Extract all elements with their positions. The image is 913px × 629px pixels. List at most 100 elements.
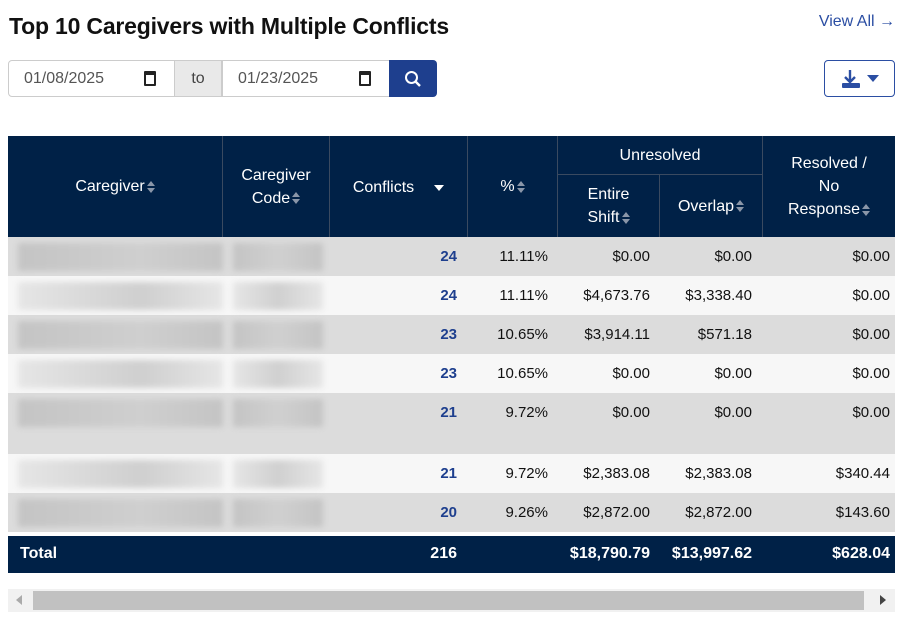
header-label: Resolved / No Response [787, 155, 867, 218]
entire-shift-cell: $0.00 [612, 365, 650, 382]
header-label: Overlap [677, 197, 735, 215]
total-conflicts: 216 [430, 545, 457, 562]
col-caregiver-code[interactable]: Caregiver Code [223, 136, 330, 237]
caret-down-icon [866, 74, 879, 82]
overlap-cell: $2,872.00 [685, 504, 752, 521]
conflicts-table: Caregiver Caregiver Code Conflicts % Unr… [8, 136, 895, 573]
overlap-cell: $571.18 [697, 326, 752, 343]
col-group-unresolved: Unresolved [558, 136, 763, 175]
conflicts-link[interactable]: 24 [440, 287, 457, 304]
table-row: 20 9.26% $2,872.00 $2,872.00 $143.60 [8, 493, 895, 532]
caregiver-code-redacted [233, 243, 323, 271]
conflicts-link[interactable]: 21 [440, 465, 457, 482]
conflicts-link[interactable]: 23 [440, 326, 457, 343]
resolved-cell: $0.00 [852, 365, 890, 382]
from-date-value: 01/08/2025 [24, 69, 105, 87]
calendar-icon[interactable] [359, 71, 371, 86]
sort-icon [862, 203, 871, 216]
col-entire-shift[interactable]: Entire Shift [558, 175, 660, 237]
header-label: Caregiver [75, 178, 145, 195]
overlap-cell: $3,338.40 [685, 287, 752, 304]
col-conflicts[interactable]: Conflicts [330, 136, 468, 237]
caregiver-name-redacted [18, 399, 223, 427]
caregiver-name-redacted [18, 499, 223, 527]
total-label: Total [20, 545, 58, 562]
download-icon [841, 69, 860, 88]
table-row: 23 10.65% $0.00 $0.00 $0.00 [8, 354, 895, 393]
caregiver-name-redacted [18, 243, 223, 271]
entire-shift-cell: $4,673.76 [583, 287, 650, 304]
percent-cell: 11.11% [499, 287, 548, 304]
percent-cell: 11.11% [499, 248, 548, 265]
scrollbar-thumb[interactable] [33, 591, 864, 610]
resolved-cell: $340.44 [835, 465, 890, 482]
sort-icon [516, 180, 525, 193]
header-label: Caregiver Code [241, 166, 311, 207]
total-resolved: $628.04 [832, 545, 890, 562]
scroll-right-icon[interactable] [880, 595, 886, 605]
view-all-link[interactable]: View All → [818, 13, 895, 30]
header-label: Entire Shift [587, 186, 630, 226]
search-icon [405, 70, 421, 87]
entire-shift-cell: $2,383.08 [583, 465, 650, 482]
resolved-cell: $0.00 [852, 326, 890, 343]
entire-shift-cell: $0.00 [612, 404, 650, 421]
to-label: to [174, 60, 222, 97]
caregiver-code-redacted [233, 360, 323, 388]
caregiver-name-redacted [18, 321, 223, 349]
sort-icon [146, 180, 155, 193]
table-row: 21 9.72% $2,383.08 $2,383.08 $340.44 [8, 454, 895, 493]
percent-cell: 9.26% [505, 504, 548, 521]
overlap-cell: $0.00 [714, 404, 752, 421]
caregiver-name-redacted [18, 360, 223, 388]
sort-icon [736, 200, 745, 213]
conflicts-link[interactable]: 20 [440, 504, 457, 521]
total-entire-shift: $18,790.79 [569, 545, 650, 562]
col-overlap[interactable]: Overlap [660, 175, 763, 237]
conflicts-link[interactable]: 23 [440, 365, 457, 382]
horizontal-scrollbar[interactable] [8, 589, 895, 612]
header-label: % [500, 178, 515, 195]
sort-icon [292, 192, 301, 205]
resolved-cell: $0.00 [852, 404, 890, 421]
caregiver-name-redacted [18, 282, 223, 310]
overlap-cell: $0.00 [714, 365, 752, 382]
overlap-cell: $2,383.08 [685, 465, 752, 482]
resolved-cell: $0.00 [852, 248, 890, 265]
sort-icon [621, 211, 630, 224]
calendar-icon[interactable] [144, 71, 156, 86]
percent-cell: 10.65% [497, 365, 548, 382]
caregiver-code-redacted [233, 321, 323, 349]
to-date-input[interactable]: 01/23/2025 [222, 60, 390, 97]
from-date-input[interactable]: 01/08/2025 [8, 60, 175, 97]
col-caregiver[interactable]: Caregiver [8, 136, 223, 237]
caregiver-code-redacted [233, 399, 323, 427]
caregiver-code-redacted [233, 282, 323, 310]
overlap-cell: $0.00 [714, 248, 752, 265]
header-label: Conflicts [352, 179, 415, 196]
caregiver-code-redacted [233, 499, 323, 527]
col-percent[interactable]: % [468, 136, 558, 237]
page-title: Top 10 Caregivers with Multiple Conflict… [9, 13, 449, 39]
total-overlap: $13,997.62 [671, 545, 752, 562]
entire-shift-cell: $0.00 [612, 248, 650, 265]
conflicts-link[interactable]: 24 [440, 248, 457, 265]
search-button[interactable] [389, 60, 437, 97]
scroll-left-icon[interactable] [16, 595, 22, 605]
resolved-cell: $0.00 [852, 287, 890, 304]
to-date-value: 01/23/2025 [238, 69, 319, 87]
caregiver-code-redacted [233, 460, 323, 488]
percent-cell: 9.72% [505, 404, 548, 421]
entire-shift-cell: $2,872.00 [583, 504, 650, 521]
table-header: Caregiver Caregiver Code Conflicts % Unr… [8, 136, 895, 237]
table-row: 21 9.72% $0.00 $0.00 $0.00 [8, 393, 895, 454]
download-button[interactable] [824, 60, 895, 97]
col-resolved[interactable]: Resolved / No Response [763, 136, 895, 237]
resolved-cell: $143.60 [835, 504, 890, 521]
conflicts-link[interactable]: 21 [440, 404, 457, 421]
caregiver-name-redacted [18, 460, 223, 488]
percent-cell: 10.65% [497, 326, 548, 343]
table-row: 23 10.65% $3,914.11 $571.18 $0.00 [8, 315, 895, 354]
table-row: 24 11.11% $0.00 $0.00 $0.00 [8, 237, 895, 276]
sort-desc-icon [434, 185, 445, 191]
